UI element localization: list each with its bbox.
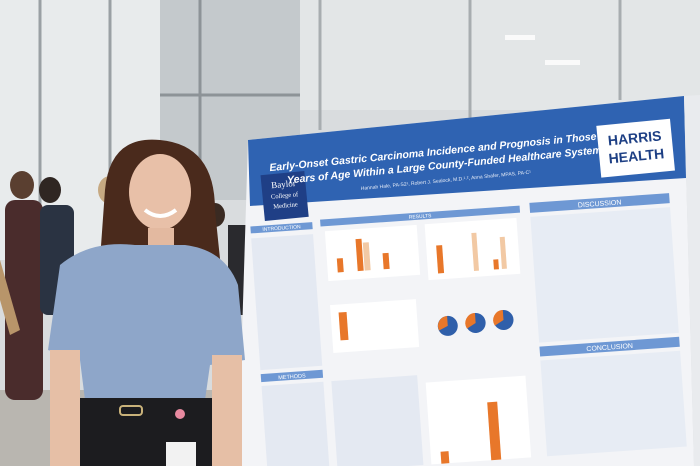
text-block bbox=[530, 207, 679, 343]
shirt bbox=[48, 244, 245, 400]
section-header: INTRODUCTION bbox=[262, 224, 301, 233]
figure-bar bbox=[440, 451, 450, 464]
pie-slice bbox=[465, 312, 476, 329]
ceiling-glass bbox=[300, 0, 700, 110]
ceiling-light bbox=[545, 60, 580, 65]
easel-board bbox=[0, 260, 20, 335]
figure-bar bbox=[338, 311, 349, 341]
smile bbox=[143, 208, 178, 218]
logo-text: Medicine bbox=[273, 201, 298, 210]
pie-slice bbox=[493, 310, 504, 326]
belt-buckle bbox=[119, 405, 143, 416]
baylor-logo bbox=[260, 171, 309, 222]
figure-bar bbox=[493, 259, 499, 270]
harris-logo bbox=[596, 118, 675, 178]
figure-bar bbox=[362, 242, 371, 271]
figure bbox=[425, 375, 532, 465]
section-header: METHODS bbox=[278, 373, 306, 381]
section-bar bbox=[250, 222, 313, 234]
poster-body: INTRODUCTION RESULTS DISCUSSION METHODS … bbox=[250, 193, 687, 466]
figure-bar bbox=[471, 232, 479, 271]
logo-text: College of bbox=[271, 191, 300, 201]
arm bbox=[50, 350, 80, 466]
neck bbox=[148, 228, 174, 250]
figure bbox=[324, 224, 421, 282]
face bbox=[129, 154, 191, 230]
figure-bar bbox=[499, 236, 507, 269]
person-bg-head bbox=[39, 177, 61, 203]
pie-slice bbox=[437, 315, 448, 331]
figure-bar bbox=[382, 252, 390, 270]
id-badge bbox=[166, 442, 196, 466]
logo-text: Baylor bbox=[271, 178, 296, 190]
poster-header-content: Baylor College of Medicine Early-Onset G… bbox=[260, 118, 675, 222]
table-figure bbox=[331, 375, 424, 466]
figure-bar bbox=[355, 238, 364, 272]
text-block bbox=[261, 381, 330, 466]
person-bg-body bbox=[5, 200, 43, 400]
section-bar bbox=[539, 336, 680, 357]
arm bbox=[212, 355, 242, 466]
person-bg-head bbox=[10, 171, 34, 199]
logo-text: HEALTH bbox=[608, 145, 665, 166]
poster-edge bbox=[684, 95, 700, 466]
figure-bar bbox=[336, 258, 344, 273]
section-header: RESULTS bbox=[409, 213, 433, 221]
logo-text: HARRIS bbox=[607, 127, 662, 148]
figure-bar bbox=[436, 245, 445, 274]
section-header: CONCLUSION bbox=[586, 343, 633, 353]
poster-header bbox=[248, 96, 686, 206]
section-bar bbox=[529, 193, 670, 213]
text-block bbox=[540, 350, 687, 457]
ceiling-light bbox=[505, 35, 535, 40]
section-header: DISCUSSION bbox=[578, 199, 622, 209]
section-bar bbox=[260, 369, 324, 383]
badge-clip bbox=[175, 409, 185, 419]
text-block bbox=[251, 234, 323, 371]
figure bbox=[330, 299, 420, 353]
section-bar bbox=[320, 205, 521, 227]
figure-bar bbox=[487, 401, 502, 461]
